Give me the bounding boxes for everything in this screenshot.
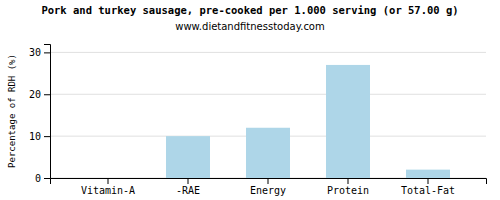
subtitle: www.dietandfitnesstoday.com xyxy=(175,21,324,32)
bar xyxy=(246,128,290,178)
tick-label: 0 xyxy=(35,173,41,184)
tick-mark xyxy=(108,178,109,184)
chart: Pork and turkey sausage, pre-cooked per … xyxy=(0,0,500,200)
axis-line xyxy=(51,179,487,185)
tick: 10 xyxy=(29,131,50,142)
plot: Vitamin-A -RAE Energy Protein Total-Fat 0 10 20… xyxy=(29,45,487,197)
tick-label: Protein xyxy=(327,185,369,196)
tick: -RAE xyxy=(176,178,200,196)
tick-mark xyxy=(44,178,50,179)
tick-label: Vitamin-A xyxy=(81,185,135,196)
tick-label: 10 xyxy=(29,131,41,142)
axis-line xyxy=(44,45,51,179)
tick-label: -RAE xyxy=(176,185,200,196)
bar xyxy=(326,65,370,178)
tick: Vitamin-A xyxy=(81,178,135,196)
tick-mark xyxy=(44,136,50,137)
grid-line xyxy=(50,94,486,95)
y-axis: 0 10 20 30 xyxy=(29,45,51,184)
x-axis: Vitamin-A -RAE Energy Protein Total-Fat xyxy=(51,178,487,196)
tick: Protein xyxy=(327,178,369,196)
tick-mark xyxy=(428,178,429,184)
tick-mark xyxy=(348,178,349,184)
tick-label: Total-Fat xyxy=(401,185,455,196)
tick: Total-Fat xyxy=(401,178,455,196)
bar xyxy=(166,136,210,178)
bar xyxy=(406,170,450,178)
grid-line xyxy=(50,52,486,53)
tick: Energy xyxy=(250,178,286,196)
tick-label: 20 xyxy=(29,89,41,100)
tick-mark xyxy=(188,178,189,184)
tick: 0 xyxy=(35,173,50,184)
title: Pork and turkey sausage, pre-cooked per … xyxy=(41,4,458,16)
tick-label: 30 xyxy=(29,47,41,58)
bars xyxy=(166,65,450,178)
tick-mark xyxy=(268,178,269,184)
tick-mark xyxy=(44,52,50,53)
tick-mark xyxy=(44,94,50,95)
tick: 20 xyxy=(29,89,50,100)
tick-label: Energy xyxy=(250,185,286,196)
grid xyxy=(50,52,486,178)
bar xyxy=(86,178,130,179)
y-axis-title: Percentage of RDH (%) xyxy=(7,54,17,168)
tick: 30 xyxy=(29,47,50,58)
